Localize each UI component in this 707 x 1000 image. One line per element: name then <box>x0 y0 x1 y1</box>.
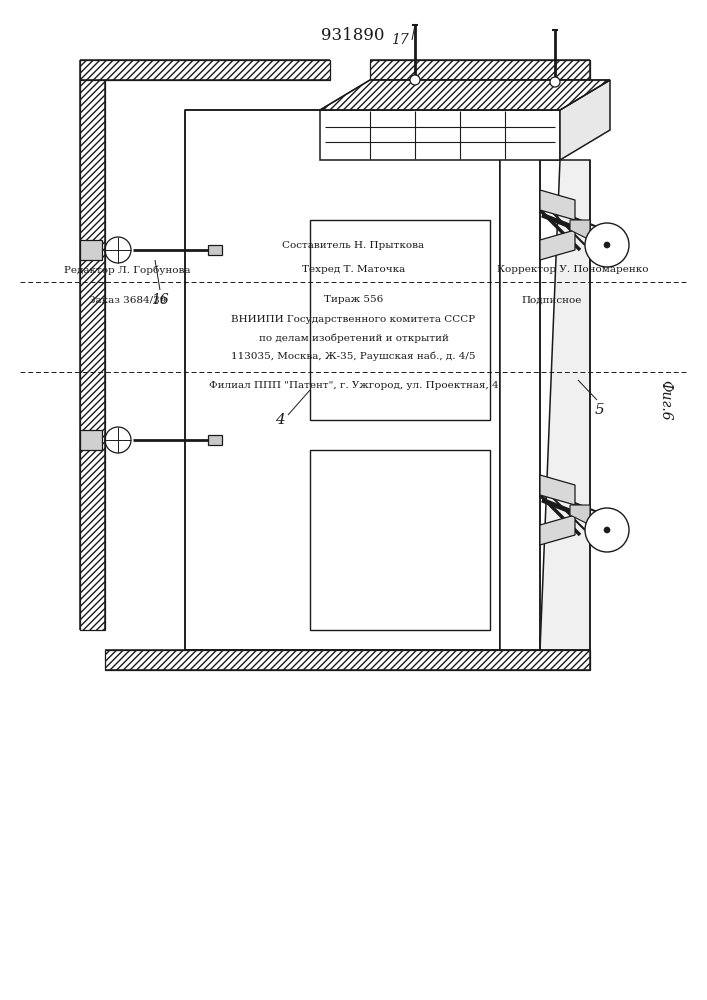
Circle shape <box>604 242 610 248</box>
Polygon shape <box>320 110 560 160</box>
Circle shape <box>550 77 560 87</box>
Text: Корректор У. Пономаренко: Корректор У. Пономаренко <box>497 265 648 274</box>
Circle shape <box>410 75 420 85</box>
Text: 4: 4 <box>275 413 285 427</box>
Circle shape <box>585 508 629 552</box>
Text: по делам изобретений и открытий: по делам изобретений и открытий <box>259 333 448 343</box>
Text: Заказ 3684/39: Заказ 3684/39 <box>88 296 166 304</box>
Text: 5: 5 <box>595 403 605 417</box>
Polygon shape <box>80 60 330 80</box>
Polygon shape <box>320 80 610 110</box>
Polygon shape <box>185 110 500 650</box>
Text: 113035, Москва, Ж-35, Раушская наб., д. 4/5: 113035, Москва, Ж-35, Раушская наб., д. … <box>231 351 476 361</box>
Polygon shape <box>105 650 590 670</box>
Polygon shape <box>80 80 105 630</box>
Circle shape <box>585 223 629 267</box>
Text: 931890: 931890 <box>321 26 385 43</box>
Polygon shape <box>540 160 590 650</box>
Text: 16: 16 <box>151 293 169 307</box>
Polygon shape <box>570 505 590 525</box>
Text: ВНИИПИ Государственного комитета СССР: ВНИИПИ Государственного комитета СССР <box>231 316 476 324</box>
Text: Редактор Л. Горбунова: Редактор Л. Горбунова <box>64 265 190 275</box>
Polygon shape <box>80 430 102 450</box>
Text: Филиал ППП "Патент", г. Ужгород, ул. Проектная, 4: Филиал ППП "Патент", г. Ужгород, ул. Про… <box>209 380 498 389</box>
Polygon shape <box>370 60 590 80</box>
Polygon shape <box>208 435 222 445</box>
Polygon shape <box>310 220 490 420</box>
Text: Техред Т. Маточка: Техред Т. Маточка <box>302 265 405 274</box>
Polygon shape <box>208 245 222 255</box>
Polygon shape <box>500 110 540 650</box>
Polygon shape <box>80 240 102 260</box>
Polygon shape <box>560 80 610 160</box>
Polygon shape <box>570 220 590 240</box>
Text: Фиг.6: Фиг.6 <box>658 380 672 420</box>
Polygon shape <box>540 475 575 505</box>
Polygon shape <box>540 190 575 220</box>
Text: Составитель Н. Прыткова: Составитель Н. Прыткова <box>282 240 425 249</box>
Polygon shape <box>540 515 575 545</box>
Circle shape <box>604 527 610 533</box>
Text: Тираж 556: Тираж 556 <box>324 296 383 304</box>
Polygon shape <box>540 230 575 260</box>
Polygon shape <box>310 450 490 630</box>
Text: Подписное: Подписное <box>521 296 582 304</box>
Text: 17: 17 <box>391 33 409 47</box>
